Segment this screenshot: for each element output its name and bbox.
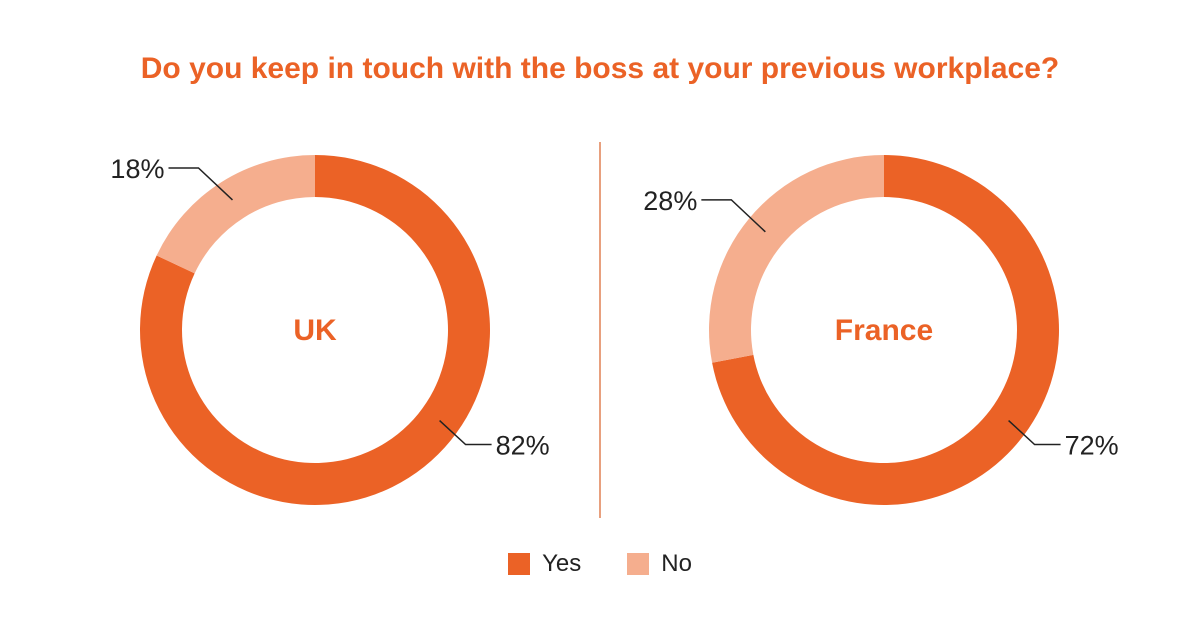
- france-yes-leader: [1008, 419, 1061, 446]
- donut-uk: UK 18% 82%: [110, 154, 550, 505]
- legend-item-no: No: [627, 550, 692, 578]
- legend-label-no: No: [661, 550, 692, 577]
- france-no-slice: [709, 155, 884, 363]
- uk-no-leader: [168, 167, 233, 201]
- france-center-label: France: [835, 314, 933, 347]
- uk-yes-leader: [439, 419, 492, 446]
- france-no-pct-label: 28%: [643, 186, 697, 216]
- france-yes-pct-label: 72%: [1065, 431, 1119, 461]
- legend-item-yes: Yes: [508, 550, 581, 578]
- uk-yes-pct-label: 82%: [496, 431, 550, 461]
- uk-no-slice: [156, 155, 315, 274]
- chart-title: Do you keep in touch with the boss at yo…: [140, 52, 1060, 85]
- france-no-leader: [701, 199, 766, 233]
- uk-no-pct-label: 18%: [110, 154, 164, 184]
- legend: Yes No: [0, 550, 1200, 578]
- legend-label-yes: Yes: [542, 550, 582, 577]
- uk-center-label: UK: [293, 314, 337, 347]
- legend-swatch-no: [627, 553, 650, 575]
- donut-france: France 28% 72%: [643, 155, 1119, 505]
- legend-swatch-yes: [508, 553, 531, 575]
